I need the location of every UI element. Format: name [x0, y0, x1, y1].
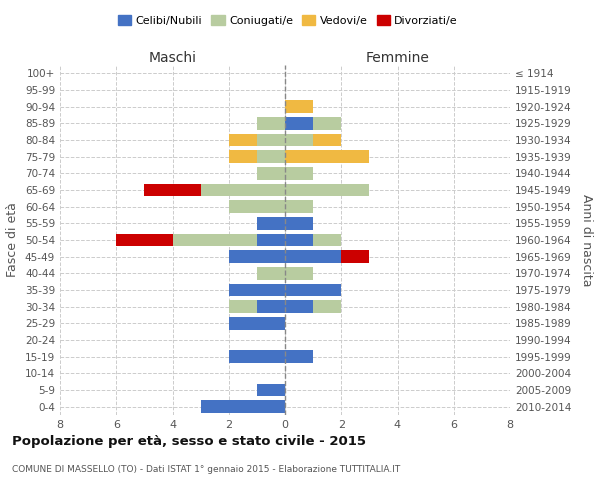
Bar [285, 217, 313, 230]
Bar [257, 267, 285, 280]
Bar [285, 117, 313, 130]
Bar [229, 350, 285, 363]
Bar [313, 234, 341, 246]
Bar [229, 200, 285, 213]
Bar [285, 200, 313, 213]
Bar [285, 250, 341, 263]
Bar [116, 234, 173, 246]
Bar [313, 117, 341, 130]
Bar [200, 400, 285, 413]
Bar [257, 134, 285, 146]
Bar [341, 250, 370, 263]
Bar [173, 234, 257, 246]
Bar [285, 267, 313, 280]
Bar [285, 134, 313, 146]
Text: Maschi: Maschi [149, 51, 197, 65]
Y-axis label: Fasce di età: Fasce di età [7, 202, 19, 278]
Bar [229, 134, 257, 146]
Bar [285, 150, 370, 163]
Bar [229, 284, 285, 296]
Bar [285, 184, 370, 196]
Bar [257, 234, 285, 246]
Bar [313, 300, 341, 313]
Bar [285, 350, 313, 363]
Text: Popolazione per età, sesso e stato civile - 2015: Popolazione per età, sesso e stato civil… [12, 435, 366, 448]
Bar [285, 167, 313, 179]
Bar [313, 134, 341, 146]
Bar [285, 100, 313, 113]
Bar [200, 184, 285, 196]
Legend: Celibi/Nubili, Coniugati/e, Vedovi/e, Divorziati/e: Celibi/Nubili, Coniugati/e, Vedovi/e, Di… [113, 10, 463, 30]
Bar [257, 117, 285, 130]
Bar [285, 234, 313, 246]
Bar [145, 184, 200, 196]
Text: COMUNE DI MASSELLO (TO) - Dati ISTAT 1° gennaio 2015 - Elaborazione TUTTITALIA.I: COMUNE DI MASSELLO (TO) - Dati ISTAT 1° … [12, 465, 400, 474]
Text: Femmine: Femmine [365, 51, 430, 65]
Bar [257, 217, 285, 230]
Bar [229, 317, 285, 330]
Bar [257, 167, 285, 179]
Y-axis label: Anni di nascita: Anni di nascita [580, 194, 593, 286]
Bar [229, 250, 285, 263]
Bar [229, 150, 257, 163]
Bar [257, 300, 285, 313]
Bar [257, 150, 285, 163]
Bar [229, 300, 257, 313]
Bar [285, 284, 341, 296]
Bar [285, 300, 313, 313]
Bar [257, 384, 285, 396]
